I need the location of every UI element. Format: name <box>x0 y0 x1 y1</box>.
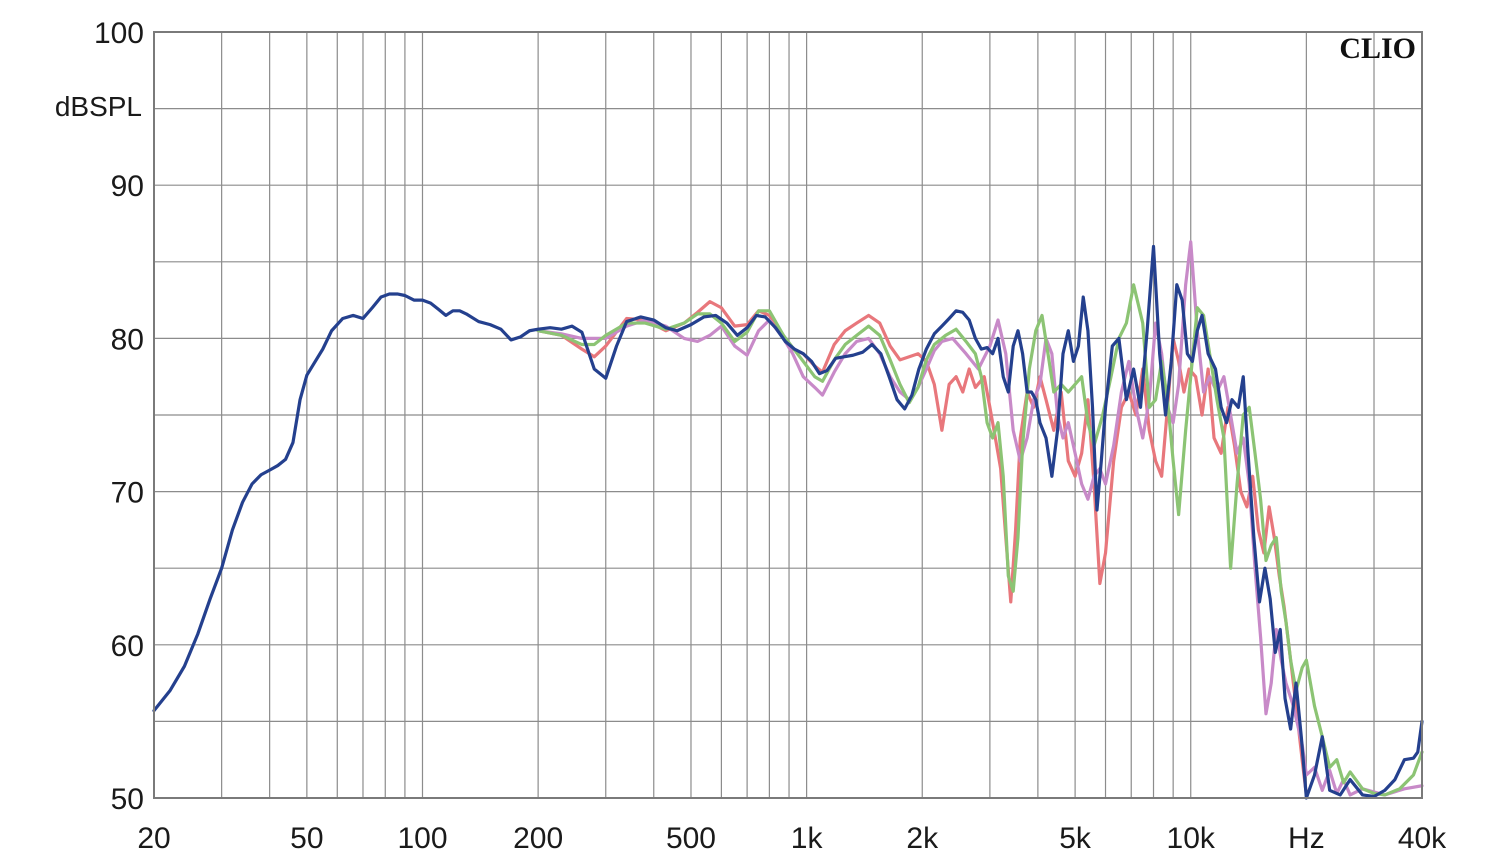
y-tick-label: 90 <box>111 170 144 203</box>
x-tick-label: 100 <box>397 822 447 855</box>
series-layer <box>152 240 1424 800</box>
y-tick-label: 50 <box>111 783 144 816</box>
y-tick-label: 100 <box>94 17 144 50</box>
brand-logo: CLIO <box>1339 32 1416 65</box>
x-tick-label: Hz <box>1288 822 1325 855</box>
x-tick-label: 200 <box>513 822 563 855</box>
y-tick-label: 60 <box>111 630 144 663</box>
x-tick-label: 1k <box>791 822 824 855</box>
x-tick-label: 10k <box>1167 822 1216 855</box>
y-tick-label: 70 <box>111 477 144 510</box>
x-tick-label: 500 <box>666 822 716 855</box>
x-tick-label: 40k <box>1398 822 1447 855</box>
series-line-4 <box>152 244 1424 800</box>
x-tick-label: 2k <box>906 822 939 855</box>
plot-frame <box>153 31 1423 799</box>
x-tick-label: 50 <box>290 822 323 855</box>
x-tick-label: 20 <box>137 822 170 855</box>
y-tick-labels: 50 60 70 80 90 100 <box>94 17 144 816</box>
y-tick-label: 80 <box>111 323 144 356</box>
y-axis-unit-label: dBSPL <box>55 91 142 122</box>
x-tick-label: 5k <box>1059 822 1092 855</box>
x-tick-labels: 20 50 100 200 500 1k 2k 5k 10k Hz 40k <box>137 822 1447 855</box>
